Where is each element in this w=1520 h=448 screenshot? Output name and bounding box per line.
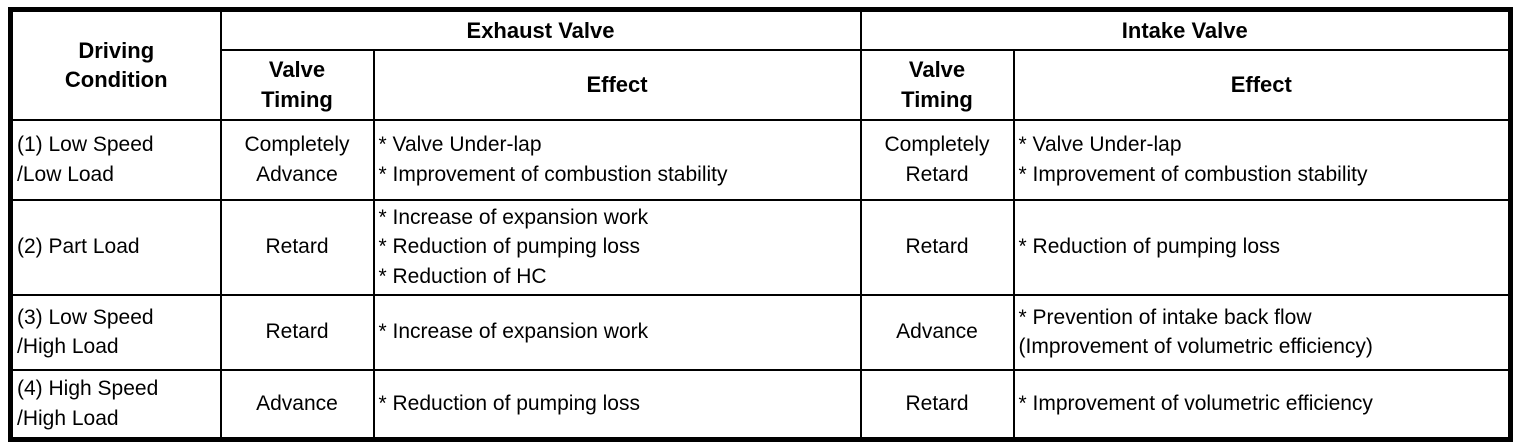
cell-intake-effect: * Valve Under-lap * Improvement of combu… [1012, 118, 1512, 201]
table-row: (3) Low Speed /High Load Retard * Increa… [9, 293, 1512, 371]
cell-intake-valve-timing: Retard [859, 368, 1015, 441]
cell-exhaust-valve-timing: Retard [219, 198, 375, 296]
valve-timing-table: Driving Condition Exhaust Valve Intake V… [8, 7, 1514, 442]
cell-intake-valve-timing: Retard [859, 198, 1015, 296]
cell-exhaust-effect: * Increase of expansion work [372, 293, 862, 371]
corner-header-driving-condition: Driving Condition [9, 8, 222, 121]
cell-intake-effect: * Prevention of intake back flow (Improv… [1012, 293, 1512, 371]
cell-exhaust-effect: * Valve Under-lap * Improvement of combu… [372, 118, 862, 201]
subheader-exhaust-effect: Effect [372, 48, 862, 121]
cell-exhaust-valve-timing: Completely Advance [219, 118, 375, 201]
cell-condition: (4) High Speed /High Load [9, 368, 222, 441]
cell-exhaust-valve-timing: Advance [219, 368, 375, 441]
valve-timing-table-container: Driving Condition Exhaust Valve Intake V… [8, 7, 1514, 442]
subheader-intake-valve-timing: Valve Timing [859, 48, 1015, 121]
cell-condition: (2) Part Load [9, 198, 222, 296]
table-row: (2) Part Load Retard * Increase of expan… [9, 198, 1512, 296]
sub-header-row: Valve Timing Effect Valve Timing Effect [11, 48, 1512, 121]
cell-condition: (1) Low Speed /Low Load [9, 118, 222, 201]
cell-exhaust-valve-timing: Retard [219, 293, 375, 371]
table-row: (4) High Speed /High Load Advance * Redu… [9, 368, 1512, 441]
subheader-intake-effect: Effect [1012, 48, 1512, 121]
cell-intake-effect: * Reduction of pumping loss [1012, 198, 1512, 296]
cell-intake-valve-timing: Completely Retard [859, 118, 1015, 201]
cell-intake-effect: * Improvement of volumetric efficiency [1012, 368, 1512, 441]
group-header-intake-valve: Intake Valve [859, 8, 1512, 51]
cell-exhaust-effect: * Reduction of pumping loss [372, 368, 862, 441]
table-row: (1) Low Speed /Low Load Completely Advan… [9, 118, 1512, 201]
cell-condition: (3) Low Speed /High Load [9, 293, 222, 371]
cell-intake-valve-timing: Advance [859, 293, 1015, 371]
group-header-exhaust-valve: Exhaust Valve [219, 8, 862, 51]
cell-exhaust-effect: * Increase of expansion work * Reduction… [372, 198, 862, 296]
subheader-exhaust-valve-timing: Valve Timing [219, 48, 375, 121]
group-header-row: Driving Condition Exhaust Valve Intake V… [9, 8, 1512, 121]
